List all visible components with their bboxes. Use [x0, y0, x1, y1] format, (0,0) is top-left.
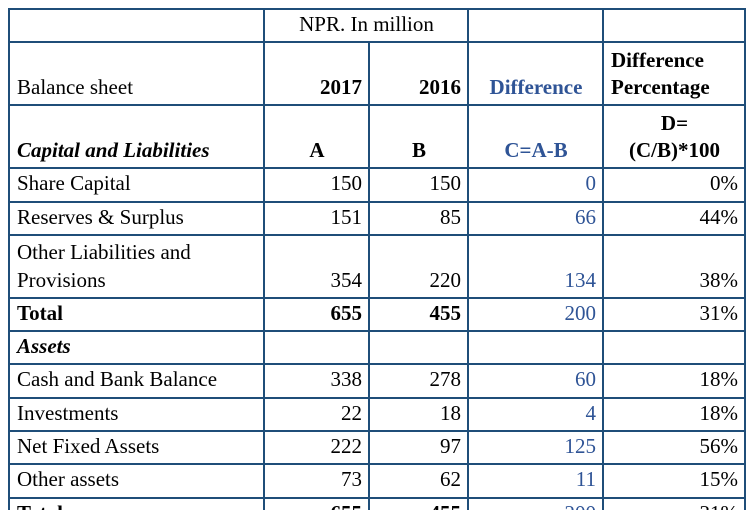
row-label: Investments [8, 396, 265, 433]
value-percentage: 56% [602, 430, 746, 466]
row-other-liabilities: Other Liabilities and Provisions 354 220… [8, 233, 746, 299]
col-c-formula-cell: C=A-B [467, 104, 604, 170]
blank-corner-cell [8, 7, 265, 44]
balance-sheet-header-cell: Balance sheet [8, 41, 265, 107]
value-percentage: 18% [602, 396, 746, 433]
value-2016: 278 [368, 363, 469, 399]
value-percentage: 0% [602, 167, 746, 203]
value-difference: 11 [467, 463, 604, 499]
row-net-fixed-assets: Net Fixed Assets 222 97 125 56% [8, 430, 746, 466]
value-percentage: 31% [602, 296, 746, 333]
row-label: Reserves & Surplus [8, 200, 265, 236]
row-total-assets: Total 655 455 200 31% [8, 496, 746, 510]
year-2016-header-cell: 2016 [368, 41, 469, 107]
value-2016: 220 [368, 233, 469, 299]
row-share-capital: Share Capital 150 150 0 0% [8, 167, 746, 203]
col-a-cell: A [263, 104, 370, 170]
difference-percentage-line1: Difference [611, 47, 704, 72]
col-d-formula-cell: D= (C/B)*100 [602, 104, 746, 170]
value-difference: 66 [467, 200, 604, 236]
value-2017 [263, 330, 370, 366]
value-difference: 0 [467, 167, 604, 203]
unit-note-cell: NPR. In million [263, 7, 469, 44]
value-2017: 73 [263, 463, 370, 499]
row-label: Total [8, 496, 265, 510]
value-difference [467, 330, 604, 366]
row-investments: Investments 22 18 4 18% [8, 396, 746, 433]
balance-sheet-table: NPR. In million Balance sheet 2017 2016 … [8, 7, 746, 510]
value-difference: 134 [467, 233, 604, 299]
column-header-row: Balance sheet 2017 2016 Difference Diffe… [8, 41, 746, 107]
value-2017: 655 [263, 496, 370, 510]
value-percentage: 44% [602, 200, 746, 236]
value-difference: 4 [467, 396, 604, 433]
value-percentage: 31% [602, 496, 746, 510]
value-percentage: 18% [602, 363, 746, 399]
value-2016: 85 [368, 200, 469, 236]
value-2016 [368, 330, 469, 366]
value-2016: 455 [368, 296, 469, 333]
value-percentage [602, 330, 746, 366]
value-difference: 200 [467, 296, 604, 333]
formula-header-row: Capital and Liabilities A B C=A-B D= (C/… [8, 104, 746, 170]
value-2016: 150 [368, 167, 469, 203]
value-2017: 151 [263, 200, 370, 236]
value-2016: 455 [368, 496, 469, 510]
value-percentage: 15% [602, 463, 746, 499]
row-total-liabilities: Total 655 455 200 31% [8, 296, 746, 333]
difference-header-cell: Difference [467, 41, 604, 107]
value-2017: 222 [263, 430, 370, 466]
row-assets-section: Assets [8, 330, 746, 366]
value-difference: 125 [467, 430, 604, 466]
row-other-assets: Other assets 73 62 11 15% [8, 463, 746, 499]
section-label: Assets [8, 330, 265, 366]
value-difference: 60 [467, 363, 604, 399]
difference-percentage-header-cell: Difference Percentage [602, 41, 746, 107]
value-2017: 338 [263, 363, 370, 399]
value-2016: 97 [368, 430, 469, 466]
value-2017: 354 [263, 233, 370, 299]
row-label: Cash and Bank Balance [8, 363, 265, 399]
value-2016: 62 [368, 463, 469, 499]
capital-and-liabilities-cell: Capital and Liabilities [8, 104, 265, 170]
col-b-cell: B [368, 104, 469, 170]
value-2017: 150 [263, 167, 370, 203]
value-2016: 18 [368, 396, 469, 433]
empty-cell [467, 7, 604, 44]
row-label: Share Capital [8, 167, 265, 203]
col-d-line2: (C/B)*100 [629, 138, 720, 162]
unit-note-row: NPR. In million [8, 7, 746, 44]
col-d-line1: D= [660, 110, 689, 135]
value-2017: 655 [263, 296, 370, 333]
value-difference: 200 [467, 496, 604, 510]
row-label: Other Liabilities and Provisions [8, 233, 265, 299]
row-label: Net Fixed Assets [8, 430, 265, 466]
empty-cell [602, 7, 746, 44]
value-percentage: 38% [602, 233, 746, 299]
difference-percentage-line2: Percentage [611, 75, 710, 99]
row-cash-bank: Cash and Bank Balance 338 278 60 18% [8, 363, 746, 399]
row-label: Total [8, 296, 265, 333]
year-2017-header-cell: 2017 [263, 41, 370, 107]
row-label: Other assets [8, 463, 265, 499]
value-2017: 22 [263, 396, 370, 433]
row-reserves-surplus: Reserves & Surplus 151 85 66 44% [8, 200, 746, 236]
